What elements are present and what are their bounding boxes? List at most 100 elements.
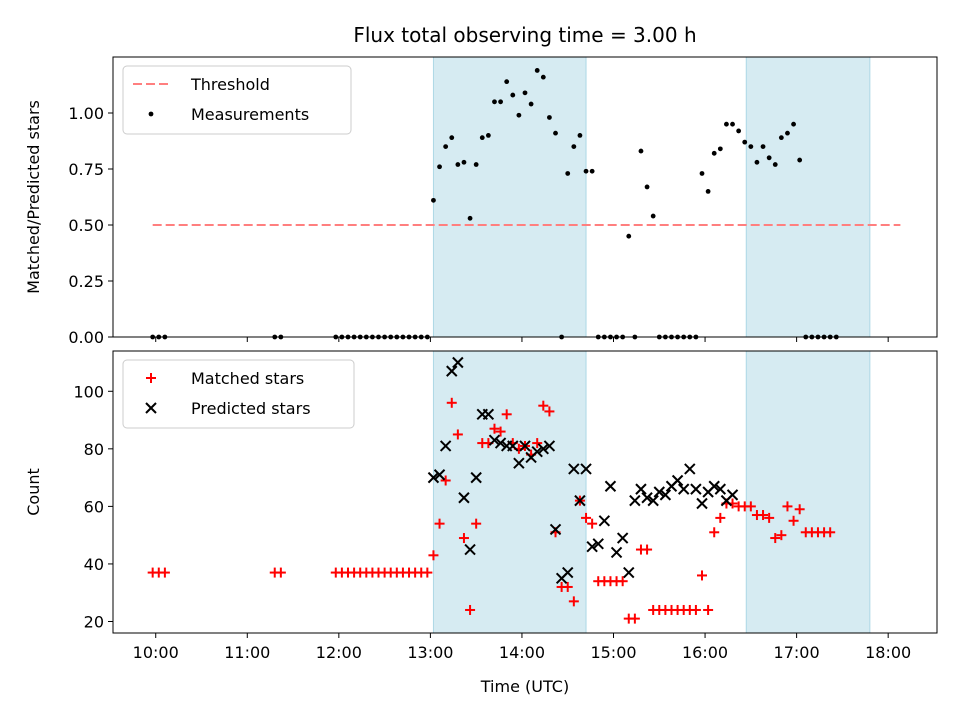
- predicted-star-point: [647, 494, 659, 507]
- measurement-point: [730, 121, 735, 127]
- y-tick-label: 0.50: [68, 216, 104, 235]
- observing-window-band: [432, 56, 587, 338]
- series-cross: [427, 356, 739, 585]
- matched-star-point: [422, 567, 433, 578]
- measurement-point: [443, 144, 449, 150]
- measurement-point: [736, 128, 742, 134]
- legend-marker: [148, 111, 154, 117]
- matched-star-point: [532, 438, 543, 449]
- cross-b: [458, 492, 470, 504]
- predicted-star-point: [635, 483, 647, 495]
- measurement-point: [547, 115, 552, 120]
- measurement-point: [485, 133, 491, 138]
- predicted-star-point: [623, 566, 635, 579]
- legend-dot: [148, 111, 154, 117]
- x-tick-label: 17:00: [774, 643, 820, 662]
- predicted-star-point: [446, 365, 458, 377]
- cross-b: [671, 474, 684, 487]
- y-tick-label: 0.75: [68, 160, 104, 179]
- cross-b: [562, 566, 574, 579]
- cross-b: [641, 492, 653, 504]
- predicted-star-point: [696, 497, 708, 510]
- matched-star-point: [458, 533, 469, 544]
- legend-label: Predicted stars: [191, 399, 311, 418]
- cross-b: [690, 483, 702, 495]
- measurement-point: [467, 215, 473, 221]
- predicted-star-point: [659, 489, 672, 501]
- cross-b: [696, 497, 708, 510]
- matched-star-point: [471, 518, 482, 529]
- measurement-point: [589, 168, 595, 174]
- measurement-point: [449, 135, 455, 141]
- legend-box: [122, 65, 352, 135]
- measurement-point: [577, 133, 583, 138]
- measurement-point: [516, 112, 522, 118]
- cross-b: [684, 463, 696, 475]
- cross-b: [488, 434, 501, 446]
- observing-window-band: [432, 350, 587, 634]
- matched-star-point: [629, 613, 640, 624]
- measurement-point: [760, 144, 766, 150]
- predicted-star-point: [537, 443, 550, 455]
- predicted-star-point: [610, 546, 623, 559]
- predicted-star-point: [482, 408, 495, 421]
- legend-marker: [145, 402, 157, 414]
- predicted-star-point: [574, 494, 586, 507]
- measurement-point: [748, 144, 754, 150]
- measurement-point: [498, 99, 503, 105]
- series-plus: [147, 397, 836, 624]
- legend-marker: [146, 373, 156, 383]
- predicted-star-point: [592, 538, 604, 550]
- x-tick-label: 14:00: [499, 643, 545, 662]
- cross-b: [574, 494, 586, 507]
- predicted-star-point: [580, 463, 592, 475]
- x-tick-label: 18:00: [865, 643, 911, 662]
- predicted-star-point: [714, 483, 727, 495]
- observing-window-band: [745, 350, 871, 634]
- y-axis-label: Matched/Predicted stars: [24, 100, 43, 294]
- matched-star-point: [544, 406, 555, 417]
- legend-label: Matched stars: [191, 369, 304, 388]
- measurement-point: [778, 135, 784, 141]
- measurement-point: [479, 135, 485, 141]
- cross-b: [610, 546, 623, 559]
- measurement-point: [431, 197, 436, 203]
- predicted-star-point: [494, 437, 507, 449]
- matched-star-point: [440, 475, 451, 486]
- measurement-point: [711, 150, 717, 156]
- cross-b: [513, 457, 525, 469]
- predicted-star-point: [464, 543, 476, 556]
- y-tick-label: 40: [84, 555, 104, 574]
- cross-b: [726, 489, 739, 501]
- measurement-point: [791, 121, 796, 127]
- predicted-star-point: [726, 489, 739, 501]
- matched-star-point: [538, 400, 549, 411]
- predicted-star-point: [708, 480, 720, 492]
- measurement-point: [754, 159, 760, 165]
- matched-star-point: [697, 570, 708, 581]
- measurement-point: [492, 99, 497, 105]
- predicted-star-point: [690, 483, 702, 495]
- predicted-star-point: [629, 494, 641, 507]
- y-axis-label: Count: [24, 468, 43, 516]
- cross-b: [604, 480, 617, 492]
- measurement-point: [504, 79, 510, 85]
- matched-star-point: [764, 512, 775, 523]
- measurement-point: [699, 171, 705, 176]
- cross-b: [494, 437, 507, 449]
- x-tick-label: 15:00: [590, 643, 636, 662]
- matched-star-point: [581, 512, 592, 523]
- matched-star-point: [715, 512, 726, 523]
- series-dot: [150, 68, 839, 340]
- x-tick-label: 10:00: [133, 643, 179, 662]
- cross-b: [507, 440, 519, 452]
- cross-b: [452, 356, 464, 369]
- y-tick-label: 20: [84, 612, 104, 631]
- measurement-point: [455, 162, 461, 167]
- predicted-star-point: [470, 471, 482, 484]
- matched-star-point: [452, 429, 463, 440]
- predicted-star-point: [513, 457, 525, 469]
- matched-star-point: [465, 604, 476, 615]
- x-tick-label: 13:00: [407, 643, 453, 662]
- predicted-star-point: [543, 440, 556, 452]
